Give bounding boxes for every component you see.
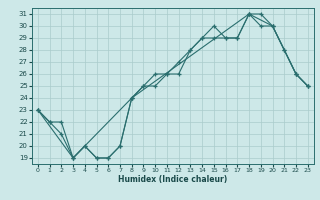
X-axis label: Humidex (Indice chaleur): Humidex (Indice chaleur) — [118, 175, 228, 184]
